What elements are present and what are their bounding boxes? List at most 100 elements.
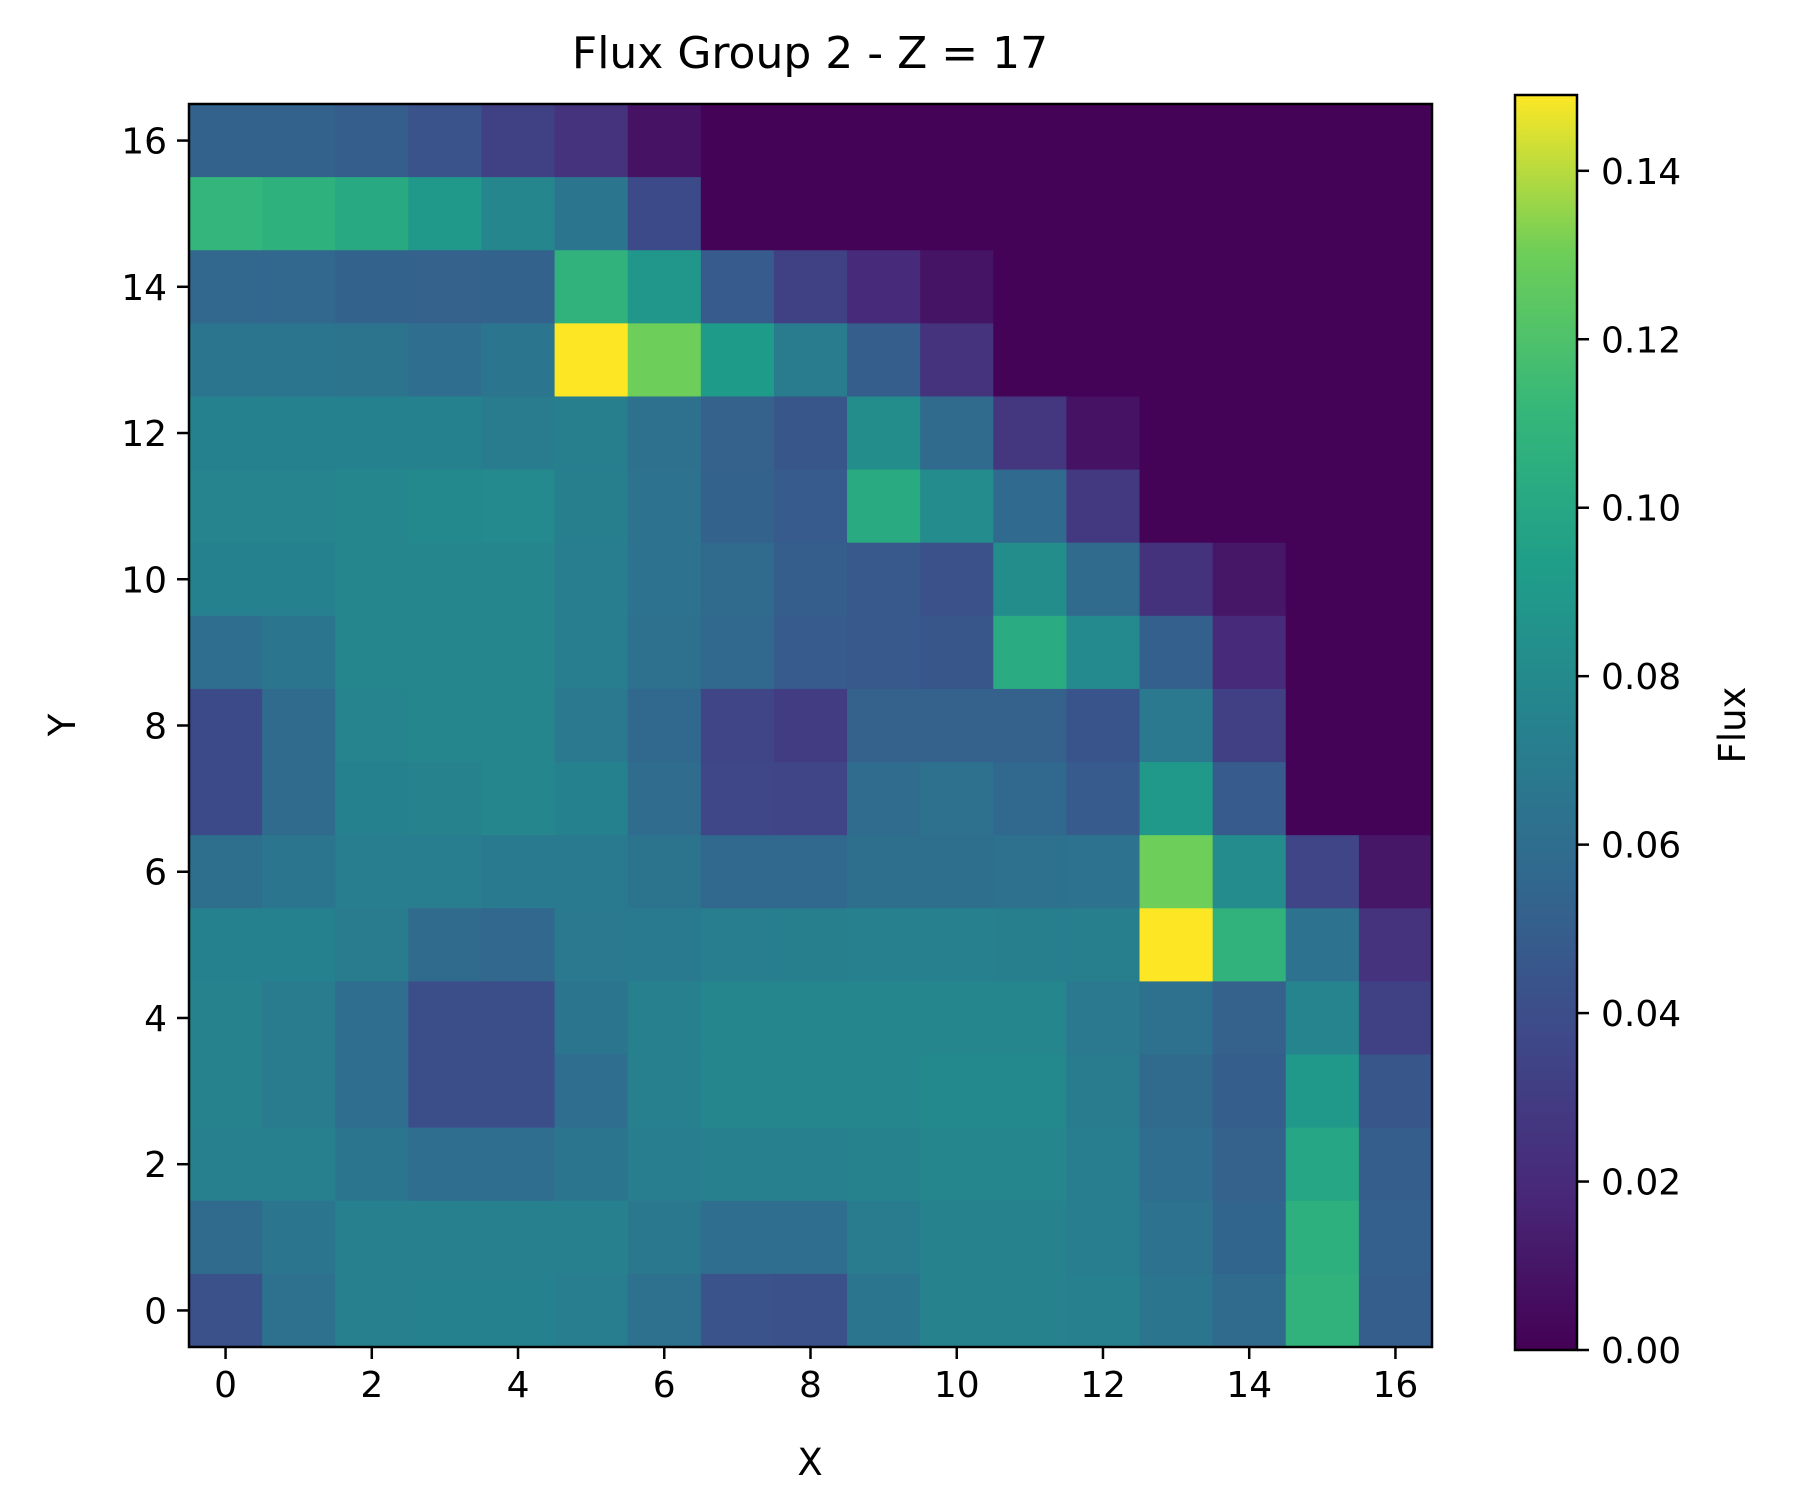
heatmap-cell [1212,542,1287,617]
heatmap-cell [627,981,702,1056]
heatmap-cell [920,1273,994,1348]
heatmap-cell [481,469,556,544]
heatmap-cell [1212,1127,1287,1202]
colorbar-tick-label: 0.10 [1601,489,1681,530]
heatmap-cell [773,615,848,690]
heatmap-cell [773,908,848,983]
heatmap-cell [1285,250,1360,324]
heatmap-cell [847,908,921,983]
heatmap-cell [1212,908,1287,983]
heatmap-cell [847,104,921,178]
heatmap-cell [481,762,556,836]
heatmap-cell [1358,688,1433,763]
heatmap-cell [1358,250,1433,324]
heatmap-cell [335,688,409,763]
colorbar-label: Flux [1711,687,1754,764]
heatmap-cell [335,1273,409,1348]
heatmap-cell [627,615,702,690]
heatmap-cell [262,250,336,324]
heatmap-cell [1212,1054,1287,1129]
heatmap-cell [920,396,994,471]
heatmap-cell [408,615,483,690]
heatmap-cell [1212,323,1287,398]
heatmap-cell [1358,323,1433,398]
heatmap-cell [700,104,775,178]
heatmap-cell [1358,835,1433,909]
heatmap-cell [627,250,702,324]
heatmap-cell [189,1127,263,1202]
heatmap-cell [627,542,702,617]
heatmap-cell [481,323,556,398]
heatmap-cell [920,177,994,251]
heatmap-cell [1285,1273,1360,1348]
heatmap-cell [847,981,921,1056]
heatmap-cell [1212,688,1287,763]
heatmap-cells [189,104,1433,1348]
colorbar-tick-label: 0.00 [1601,1331,1681,1372]
heatmap-cell [554,1127,629,1202]
chart-title: Flux Group 2 - Z = 17 [572,28,1048,79]
heatmap-cell [408,177,483,251]
heatmap-cell [993,1273,1068,1348]
heatmap-cell [1066,104,1141,178]
heatmap-cell [627,1200,702,1275]
heatmap-cell [1212,615,1287,690]
heatmap-cell [700,1127,775,1202]
heatmap-cell [189,762,263,836]
heatmap-cell [335,177,409,251]
heatmap-cell [700,177,775,251]
colorbar-tick-label: 0.14 [1601,152,1681,193]
x-tick-label: 0 [214,1365,237,1406]
heatmap-cell [335,908,409,983]
heatmap-cell [627,688,702,763]
heatmap-cell [920,688,994,763]
heatmap-cell [773,762,848,836]
heatmap-cell [262,1127,336,1202]
heatmap-cell [408,981,483,1056]
heatmap-cell [993,1127,1068,1202]
heatmap-cell [1358,469,1433,544]
heatmap-cell [627,104,702,178]
heatmap-cell [1139,104,1214,178]
y-tick-label: 10 [121,560,167,601]
heatmap-cell [920,908,994,983]
heatmap-cell [408,104,483,178]
y-tick-label: 16 [121,122,167,163]
heatmap-cell [1285,688,1360,763]
heatmap-cell [847,177,921,251]
heatmap-cell [481,981,556,1056]
heatmap-cell [627,396,702,471]
x-tick-label: 8 [799,1365,822,1406]
heatmap-cell [335,615,409,690]
heatmap-cell [481,250,556,324]
heatmap-cell [1358,981,1433,1056]
heatmap-cell [189,835,263,909]
heatmap-cell [920,542,994,617]
heatmap-cell [773,981,848,1056]
heatmap-cell [408,835,483,909]
heatmap-cell [189,1200,263,1275]
colorbar-tick-label: 0.08 [1601,657,1681,698]
heatmap-cell [773,1200,848,1275]
heatmap-cell [700,688,775,763]
heatmap-cell [554,469,629,544]
heatmap-cell [262,1054,336,1129]
heatmap-cell [700,323,775,398]
heatmap-cell [627,835,702,909]
heatmap-cell [1285,981,1360,1056]
heatmap-cell [1139,762,1214,836]
y-tick-label: 0 [144,1291,167,1332]
heatmap-cell [1212,469,1287,544]
heatmap-cell [700,981,775,1056]
heatmap-cell [773,323,848,398]
colorbar-tick-label: 0.04 [1601,994,1681,1035]
heatmap-cell [627,469,702,544]
heatmap-cell [554,104,629,178]
heatmap-cell [262,762,336,836]
heatmap-cell [773,835,848,909]
heatmap-cell [627,762,702,836]
heatmap-cell [408,1127,483,1202]
heatmap-cell [1358,762,1433,836]
heatmap-cell [1066,469,1141,544]
heatmap-cell [335,250,409,324]
